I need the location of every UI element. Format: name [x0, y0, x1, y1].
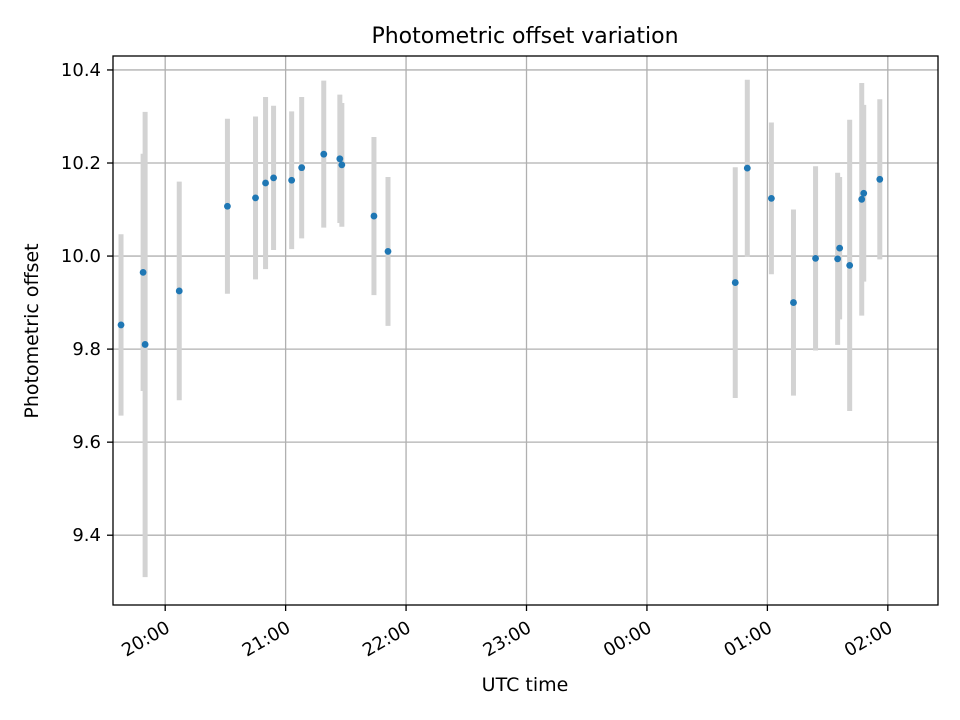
y-tick-label: 10.0	[61, 246, 101, 267]
data-point	[270, 174, 277, 182]
data-point	[338, 161, 346, 169]
data-point	[370, 212, 378, 220]
data-point	[252, 194, 259, 202]
data-point	[262, 179, 269, 187]
data-point	[298, 164, 306, 172]
data-point	[767, 194, 775, 202]
y-tick-label: 10.2	[61, 153, 101, 174]
y-tick-label: 10.4	[61, 60, 101, 81]
data-points	[117, 150, 884, 348]
data-point	[288, 176, 296, 184]
data-point	[117, 321, 125, 329]
chart-title: Photometric offset variation	[371, 24, 678, 49]
data-point	[876, 175, 884, 183]
data-point	[175, 287, 183, 295]
data-point	[320, 150, 328, 158]
y-tick-label: 9.4	[72, 525, 101, 546]
data-point	[834, 255, 842, 263]
y-axis: 9.4 9.6 9.8 10.0 10.2 10.4	[61, 60, 113, 546]
data-point	[743, 164, 751, 172]
data-point	[836, 244, 844, 252]
data-point	[846, 261, 854, 269]
data-point	[858, 195, 866, 203]
data-point	[224, 202, 231, 210]
data-point	[812, 254, 819, 262]
data-point	[384, 248, 392, 255]
data-point	[860, 189, 868, 197]
plot-frame	[112, 55, 939, 606]
y-tick-label: 9.8	[72, 339, 101, 360]
data-point	[731, 279, 739, 286]
grid	[113, 56, 938, 605]
y-axis-label: Photometric offset	[21, 243, 43, 418]
data-point	[336, 155, 344, 163]
data-point	[790, 299, 797, 306]
y-tick-label: 9.6	[72, 432, 101, 453]
data-point	[141, 341, 149, 348]
data-point	[139, 268, 147, 276]
x-axis-label: UTC time	[482, 674, 569, 696]
